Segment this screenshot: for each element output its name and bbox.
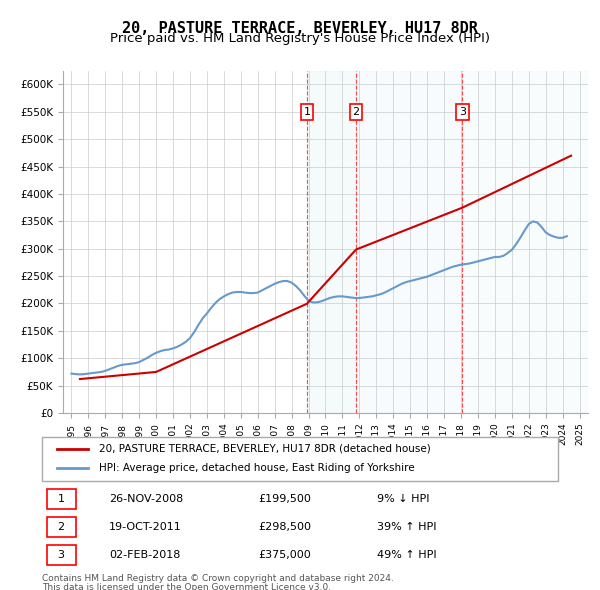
Text: 20, PASTURE TERRACE, BEVERLEY, HU17 8DR: 20, PASTURE TERRACE, BEVERLEY, HU17 8DR <box>122 21 478 35</box>
Text: HPI: Average price, detached house, East Riding of Yorkshire: HPI: Average price, detached house, East… <box>99 464 415 473</box>
Text: This data is licensed under the Open Government Licence v3.0.: This data is licensed under the Open Gov… <box>42 583 331 590</box>
Text: 19-OCT-2011: 19-OCT-2011 <box>109 522 182 532</box>
Text: £298,500: £298,500 <box>259 522 312 532</box>
Text: 20, PASTURE TERRACE, BEVERLEY, HU17 8DR (detached house): 20, PASTURE TERRACE, BEVERLEY, HU17 8DR … <box>99 444 431 454</box>
FancyBboxPatch shape <box>42 437 558 481</box>
FancyBboxPatch shape <box>47 517 76 537</box>
Bar <box>463 71 588 413</box>
Text: 3: 3 <box>459 107 466 117</box>
Text: 3: 3 <box>58 550 65 560</box>
Text: 2: 2 <box>352 107 359 117</box>
Text: 1: 1 <box>304 107 310 117</box>
Text: £199,500: £199,500 <box>259 494 311 504</box>
FancyBboxPatch shape <box>47 489 76 509</box>
Text: 26-NOV-2008: 26-NOV-2008 <box>109 494 184 504</box>
Text: 49% ↑ HPI: 49% ↑ HPI <box>377 550 437 560</box>
FancyBboxPatch shape <box>47 545 76 565</box>
Bar <box>356 71 463 413</box>
Text: £375,000: £375,000 <box>259 550 311 560</box>
Text: 1: 1 <box>58 494 65 504</box>
Text: 39% ↑ HPI: 39% ↑ HPI <box>377 522 437 532</box>
Text: Contains HM Land Registry data © Crown copyright and database right 2024.: Contains HM Land Registry data © Crown c… <box>42 574 394 583</box>
Bar <box>307 71 356 413</box>
Text: 02-FEB-2018: 02-FEB-2018 <box>109 550 181 560</box>
Text: 2: 2 <box>58 522 65 532</box>
Text: Price paid vs. HM Land Registry's House Price Index (HPI): Price paid vs. HM Land Registry's House … <box>110 32 490 45</box>
Text: 9% ↓ HPI: 9% ↓ HPI <box>377 494 430 504</box>
